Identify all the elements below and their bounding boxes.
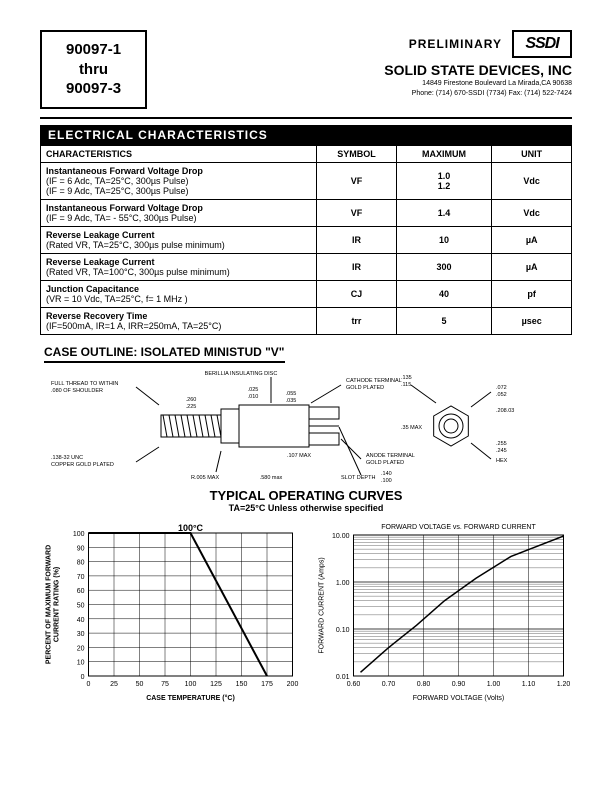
svg-text:1.00: 1.00 <box>487 681 501 688</box>
svg-text:25: 25 <box>110 681 118 688</box>
svg-text:.035: .035 <box>286 398 297 404</box>
svg-text:.260: .260 <box>186 397 197 403</box>
case-diagram: FULL THREAD TO WITHIN.080 OF SHOULDER .13… <box>40 367 572 482</box>
svg-text:CASE TEMPERATURE (°C): CASE TEMPERATURE (°C) <box>146 694 235 702</box>
svg-text:PERCENT OF MAXIMUM FORWARD: PERCENT OF MAXIMUM FORWARD <box>46 544 53 663</box>
col-symbol: SYMBOL <box>317 145 397 162</box>
svg-text:1.00: 1.00 <box>336 580 350 587</box>
svg-text:.072: .072 <box>496 385 507 391</box>
svg-text:FULL THREAD TO WITHIN: FULL THREAD TO WITHIN <box>51 381 118 387</box>
svg-text:BERILLIA INSULATING DISC: BERILLIA INSULATING DISC <box>205 371 278 377</box>
svg-text:0.01: 0.01 <box>336 674 350 681</box>
part-bot: 90097-3 <box>66 79 121 99</box>
svg-text:150: 150 <box>236 681 248 688</box>
svg-text:75: 75 <box>161 681 169 688</box>
address-line2: Phone: (714) 670-SSDI (7734) Fax: (714) … <box>167 90 572 98</box>
chart-derating: 0 25 50 75 100 125 150 175 200 0 10 20 30 40 50 60 70 80 9… <box>40 519 301 704</box>
svg-text:.255: .255 <box>496 441 507 447</box>
table-row: Reverse Leakage Current(Rated VR, TA=100… <box>41 253 572 280</box>
svg-text:.580 max: .580 max <box>260 475 283 481</box>
svg-text:10.00: 10.00 <box>332 533 350 540</box>
svg-text:.135: .135 <box>401 375 412 381</box>
table-row: Reverse Recovery Time(IF=500mA, IR=1 A, … <box>41 307 572 334</box>
svg-text:0: 0 <box>87 681 91 688</box>
svg-text:GOLD PLATED: GOLD PLATED <box>346 385 384 391</box>
svg-text:0.70: 0.70 <box>382 681 396 688</box>
svg-text:125: 125 <box>210 681 222 688</box>
svg-text:.140: .140 <box>381 471 392 477</box>
svg-text:80: 80 <box>77 559 85 566</box>
svg-text:.35 MAX: .35 MAX <box>401 425 422 431</box>
svg-text:50: 50 <box>136 681 144 688</box>
svg-text:COPPER GOLD PLATED: COPPER GOLD PLATED <box>51 462 114 468</box>
table-row: Reverse Leakage Current(Rated VR, TA=25°… <box>41 226 572 253</box>
part-top: 90097-1 <box>66 40 121 60</box>
col-unit: UNIT <box>492 145 572 162</box>
svg-text:200: 200 <box>287 681 299 688</box>
svg-text:GOLD PLATED: GOLD PLATED <box>366 460 404 466</box>
svg-text:90: 90 <box>77 545 85 552</box>
svg-text:SLOT DEPTH: SLOT DEPTH <box>341 475 375 481</box>
col-maximum: MAXIMUM <box>396 145 492 162</box>
preliminary-label: PRELIMINARY <box>409 37 502 51</box>
section-case: CASE OUTLINE: ISOLATED MINISTUD "V" <box>44 345 285 363</box>
company-name: SOLID STATE DEVICES, INC <box>167 62 572 78</box>
svg-text:FORWARD VOLTAGE (Volts): FORWARD VOLTAGE (Volts) <box>413 695 505 702</box>
svg-text:.107 MAX: .107 MAX <box>287 453 311 459</box>
col-characteristics: CHARACTERISTICS <box>41 145 317 162</box>
section-curves: TYPICAL OPERATING CURVES <box>40 488 572 503</box>
svg-text:ANODE TERMINAL: ANODE TERMINAL <box>366 453 415 459</box>
svg-text:CURRENT RATING (%): CURRENT RATING (%) <box>54 566 61 641</box>
header-right: PRELIMINARY SSDI SOLID STATE DEVICES, IN… <box>167 30 572 99</box>
svg-text:0.90: 0.90 <box>452 681 466 688</box>
address-line1: 14849 Firestone Boulevard La Mirada,CA 9… <box>167 80 572 88</box>
svg-text:.052: .052 <box>496 392 507 398</box>
svg-text:.100: .100 <box>381 478 392 482</box>
svg-text:100: 100 <box>73 531 85 538</box>
svg-text:.225: .225 <box>186 404 197 410</box>
svg-text:60: 60 <box>77 588 85 595</box>
svg-text:.025: .025 <box>248 387 259 393</box>
svg-text:70: 70 <box>77 573 85 580</box>
svg-text:.208.03: .208.03 <box>496 408 514 414</box>
section-electrical: ELECTRICAL CHARACTERISTICS <box>40 125 572 145</box>
svg-text:10: 10 <box>77 659 85 666</box>
svg-text:175: 175 <box>261 681 273 688</box>
chart-vf-if: 0.60 0.70 0.80 0.90 1.00 1.10 1.20 0.01 0.10 1.00… <box>311 519 572 704</box>
svg-text:.115: .115 <box>401 382 411 388</box>
svg-text:HEX: HEX <box>496 458 508 464</box>
ssdi-logo: SSDI <box>512 30 572 58</box>
svg-text:0.10: 0.10 <box>336 627 350 634</box>
svg-text:.138-32 UNC: .138-32 UNC <box>51 455 83 461</box>
part-number-box: 90097-1 thru 90097-3 <box>40 30 147 109</box>
part-mid: thru <box>66 60 121 80</box>
svg-text:20: 20 <box>77 645 85 652</box>
svg-text:1.20: 1.20 <box>557 681 571 688</box>
header: 90097-1 thru 90097-3 PRELIMINARY SSDI SO… <box>40 30 572 109</box>
svg-text:.010: .010 <box>248 394 259 400</box>
svg-text:30: 30 <box>77 631 85 638</box>
spec-table: CHARACTERISTICS SYMBOL MAXIMUM UNIT Inst… <box>40 145 572 335</box>
svg-text:FORWARD CURRENT (Amps): FORWARD CURRENT (Amps) <box>319 557 326 653</box>
svg-text:FORWARD VOLTAGE vs. FORWARD CU: FORWARD VOLTAGE vs. FORWARD CURRENT <box>381 524 536 531</box>
svg-text:100: 100 <box>185 681 197 688</box>
charts-row: 0 25 50 75 100 125 150 175 200 0 10 20 30 40 50 60 70 80 9… <box>40 519 572 704</box>
svg-text:.055: .055 <box>286 391 297 397</box>
svg-text:0.80: 0.80 <box>417 681 431 688</box>
svg-text:CATHODE TERMINAL: CATHODE TERMINAL <box>346 378 402 384</box>
svg-text:40: 40 <box>77 616 85 623</box>
table-row: Instantaneous Forward Voltage Drop(IF = … <box>41 199 572 226</box>
svg-text:0.60: 0.60 <box>347 681 361 688</box>
svg-text:.245: .245 <box>496 448 507 454</box>
svg-text:0: 0 <box>81 674 85 681</box>
curves-subtitle: TA=25°C Unless otherwise specified <box>40 503 572 513</box>
svg-text:1.10: 1.10 <box>522 681 536 688</box>
svg-text:R.005 MAX: R.005 MAX <box>191 475 219 481</box>
svg-text:100°C: 100°C <box>178 523 204 533</box>
svg-text:.080 OF SHOULDER: .080 OF SHOULDER <box>51 388 103 394</box>
table-row: Junction Capacitance(VR = 10 Vdc, TA=25°… <box>41 280 572 307</box>
header-rule <box>40 117 572 119</box>
svg-text:50: 50 <box>77 602 85 609</box>
table-row: Instantaneous Forward Voltage Drop(IF = … <box>41 162 572 199</box>
